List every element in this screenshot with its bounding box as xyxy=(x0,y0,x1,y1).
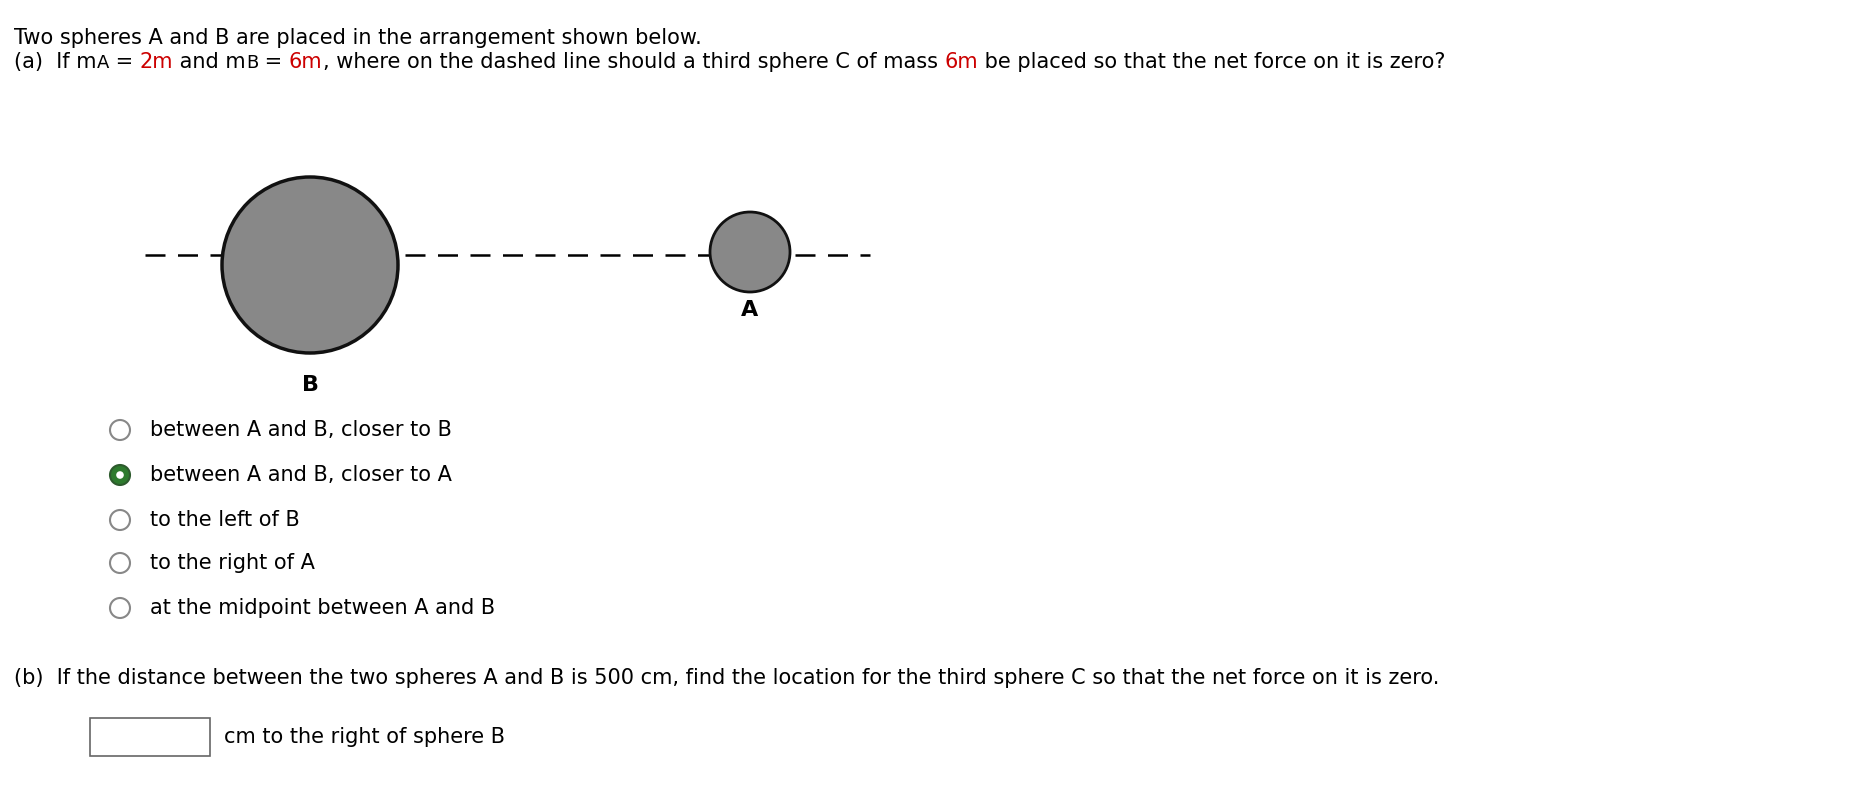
Circle shape xyxy=(222,177,398,353)
Circle shape xyxy=(115,471,123,479)
Text: 2m: 2m xyxy=(140,52,173,72)
Text: 6m: 6m xyxy=(289,52,322,72)
Bar xyxy=(89,718,210,756)
Text: to the right of A: to the right of A xyxy=(151,553,315,573)
Circle shape xyxy=(110,420,130,440)
Text: between A and B, closer to A: between A and B, closer to A xyxy=(151,465,452,485)
Text: at the midpoint between A and B: at the midpoint between A and B xyxy=(151,598,495,618)
Text: B: B xyxy=(302,375,318,395)
Text: be placed so that the net force on it is zero?: be placed so that the net force on it is… xyxy=(978,52,1445,72)
Text: =: = xyxy=(259,52,289,72)
Text: =: = xyxy=(108,52,140,72)
Text: Two spheres A and B are placed in the arrangement shown below.: Two spheres A and B are placed in the ar… xyxy=(15,28,702,48)
Text: between A and B, closer to B: between A and B, closer to B xyxy=(151,420,452,440)
Text: (b)  If the distance between the two spheres A and B is 500 cm, find the locatio: (b) If the distance between the two sphe… xyxy=(15,668,1439,688)
Text: B: B xyxy=(246,54,259,72)
Text: and m: and m xyxy=(173,52,246,72)
Circle shape xyxy=(110,553,130,573)
Text: 6m: 6m xyxy=(944,52,978,72)
Text: A: A xyxy=(97,54,108,72)
Text: to the left of B: to the left of B xyxy=(151,510,300,530)
Text: cm to the right of sphere B: cm to the right of sphere B xyxy=(223,727,505,747)
Text: (a)  If m: (a) If m xyxy=(15,52,97,72)
Circle shape xyxy=(110,510,130,530)
Text: , where on the dashed line should a third sphere C of mass: , where on the dashed line should a thir… xyxy=(322,52,944,72)
Circle shape xyxy=(709,212,789,292)
Circle shape xyxy=(110,598,130,618)
Circle shape xyxy=(110,465,130,485)
Text: A: A xyxy=(741,300,758,320)
